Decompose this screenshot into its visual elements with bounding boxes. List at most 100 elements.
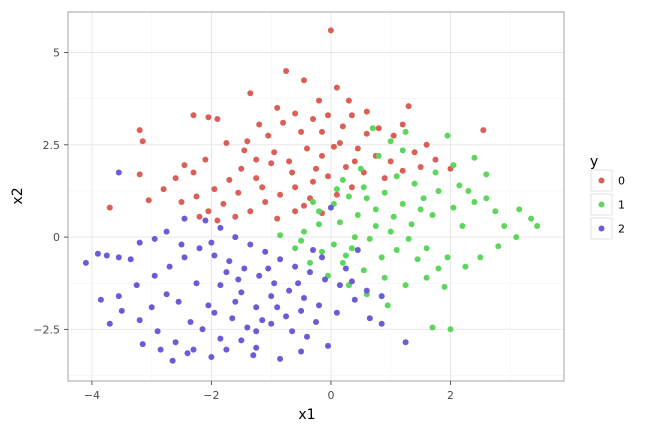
data-point-series-0 xyxy=(136,171,143,178)
data-point-series-2 xyxy=(115,293,122,300)
data-point-series-0 xyxy=(405,103,412,110)
minor-grid xyxy=(68,12,564,381)
data-point-series-0 xyxy=(375,125,382,132)
data-point-series-0 xyxy=(411,149,418,156)
data-point-series-2 xyxy=(363,287,370,294)
data-point-series-1 xyxy=(387,138,394,145)
data-point-series-0 xyxy=(363,130,370,137)
y-tick-label: 5 xyxy=(53,47,60,60)
data-point-series-1 xyxy=(459,223,466,229)
data-point-series-2 xyxy=(333,309,340,316)
data-point-series-2 xyxy=(94,250,101,257)
data-point-series-2 xyxy=(211,309,218,316)
data-point-series-0 xyxy=(277,191,284,198)
data-point-series-0 xyxy=(160,186,167,193)
x-axis-ticks: −4 −2 0 2 xyxy=(84,381,454,402)
data-point-series-1 xyxy=(471,154,478,161)
data-point-series-2 xyxy=(238,289,245,296)
data-point-series-1 xyxy=(333,186,340,193)
data-point-series-1 xyxy=(450,162,457,169)
data-point-series-1 xyxy=(501,223,508,229)
data-point-series-0 xyxy=(244,138,251,145)
data-point-series-1 xyxy=(336,219,343,226)
data-point-series-2 xyxy=(301,295,307,301)
data-point-series-0 xyxy=(238,165,245,172)
data-point-series-1 xyxy=(381,189,388,196)
legend-swatch-2 xyxy=(598,225,605,232)
data-point-series-1 xyxy=(277,232,284,239)
data-point-series-1 xyxy=(399,147,406,154)
data-point-series-2 xyxy=(184,350,191,357)
plot-border xyxy=(67,11,565,382)
data-point-series-2 xyxy=(238,337,245,344)
data-point-series-1 xyxy=(477,254,484,261)
data-point-series-2 xyxy=(286,287,293,294)
legend: y 0 1 2 xyxy=(590,154,625,240)
data-point-series-0 xyxy=(223,140,230,146)
data-point-series-2 xyxy=(199,326,206,333)
data-point-series-2 xyxy=(136,239,143,246)
data-point-series-0 xyxy=(211,186,218,193)
data-point-series-2 xyxy=(172,339,179,346)
data-point-series-0 xyxy=(205,208,212,215)
data-point-series-0 xyxy=(381,175,388,182)
data-point-series-2 xyxy=(304,333,310,340)
data-point-series-2 xyxy=(115,169,122,176)
data-point-series-2 xyxy=(247,241,254,248)
data-point-series-0 xyxy=(259,184,266,191)
data-point-series-1 xyxy=(307,259,313,266)
y-axis-label: x2 xyxy=(10,187,26,204)
data-point-series-1 xyxy=(369,125,376,132)
data-point-series-1 xyxy=(450,204,457,211)
data-point-series-1 xyxy=(310,199,316,205)
data-point-series-2 xyxy=(313,319,319,325)
data-point-series-1 xyxy=(441,283,448,290)
data-point-series-1 xyxy=(435,188,442,194)
data-point-series-2 xyxy=(148,304,155,311)
data-point-series-0 xyxy=(363,108,370,115)
data-point-series-0 xyxy=(253,156,260,163)
data-point-series-0 xyxy=(241,147,248,154)
data-point-series-2 xyxy=(232,298,239,305)
x-tick-label: 0 xyxy=(327,389,334,402)
data-point-series-2 xyxy=(292,263,299,270)
data-point-series-0 xyxy=(289,169,296,176)
data-point-series-0 xyxy=(390,132,397,139)
data-point-series-1 xyxy=(516,206,523,213)
data-point-series-0 xyxy=(310,116,316,122)
data-point-series-1 xyxy=(384,302,391,309)
data-point-series-0 xyxy=(268,160,275,167)
data-point-series-2 xyxy=(103,252,110,259)
data-point-series-0 xyxy=(193,193,200,200)
data-point-series-2 xyxy=(82,259,89,266)
data-point-series-2 xyxy=(259,317,266,324)
data-point-series-1 xyxy=(387,228,394,235)
data-point-series-2 xyxy=(268,320,275,327)
data-point-series-2 xyxy=(354,247,361,253)
data-point-series-1 xyxy=(345,193,352,200)
plot-background xyxy=(68,12,564,381)
legend-label-0: 0 xyxy=(618,175,625,188)
data-point-series-2 xyxy=(217,335,224,342)
data-point-series-2 xyxy=(327,204,334,211)
legend-swatch-1 xyxy=(598,201,605,208)
data-point-series-1 xyxy=(423,274,430,281)
data-point-series-2 xyxy=(139,341,146,348)
data-point-series-2 xyxy=(244,324,251,331)
data-point-series-0 xyxy=(327,27,334,34)
legend-entries: 0 1 2 xyxy=(590,169,625,240)
data-point-series-1 xyxy=(444,254,451,261)
data-point-series-1 xyxy=(420,195,427,202)
data-point-series-2 xyxy=(205,302,212,309)
data-point-series-1 xyxy=(471,199,478,205)
data-point-series-0 xyxy=(292,208,299,215)
data-point-series-0 xyxy=(262,199,269,205)
data-point-series-2 xyxy=(235,276,242,283)
data-point-series-1 xyxy=(447,326,454,333)
data-point-series-0 xyxy=(316,97,322,104)
data-point-series-2 xyxy=(351,296,358,303)
data-points xyxy=(82,27,541,364)
data-point-series-2 xyxy=(322,276,328,283)
data-point-series-2 xyxy=(196,245,203,252)
data-point-series-1 xyxy=(316,221,322,228)
